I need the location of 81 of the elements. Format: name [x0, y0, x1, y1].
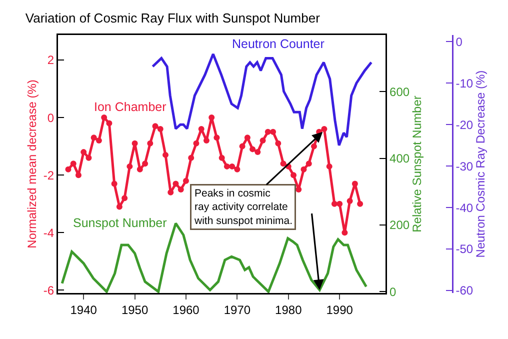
point: [290, 172, 297, 178]
point: [229, 163, 236, 170]
series-label: Ion Chamber: [94, 100, 166, 114]
x-tick-label: 1970: [224, 302, 251, 317]
y3-tick-label: -10: [456, 76, 474, 90]
x-tick-label: 1960: [172, 302, 200, 317]
point: [264, 128, 271, 135]
point: [336, 200, 343, 207]
y3-axis-title: Neutron Cosmic Ray Decrease (%): [473, 70, 488, 258]
point: [326, 163, 332, 170]
y-axis-title: Normalized mean decrease (%): [24, 80, 39, 248]
point: [172, 180, 179, 187]
point: [321, 126, 328, 132]
point: [96, 138, 102, 144]
point: [306, 160, 312, 167]
y-tick-label: -4: [43, 226, 54, 240]
y-tick-label: 0: [47, 110, 54, 125]
x-tick-label: 1990: [326, 302, 354, 317]
series-label: Neutron Counter: [232, 37, 324, 51]
y3-tick-label: -20: [456, 118, 474, 132]
point: [162, 152, 169, 158]
y2-tick-label: 600: [390, 84, 410, 99]
x-tick-label: 1940: [70, 302, 98, 317]
point: [203, 138, 210, 144]
y3-tick-label: -30: [456, 159, 474, 174]
point: [224, 163, 230, 170]
point: [152, 123, 158, 130]
point: [188, 154, 194, 161]
point: [90, 134, 97, 141]
point: [218, 154, 225, 161]
point: [342, 230, 348, 236]
y2-tick-label: 200: [390, 218, 410, 232]
x-tick-label: 1980: [275, 302, 302, 317]
x-tick-label: 1950: [121, 302, 148, 317]
y-tick-label: -2: [43, 168, 54, 182]
y-tick-label: -6: [43, 283, 54, 298]
point: [132, 140, 138, 146]
point: [352, 180, 358, 187]
y2-axis-title: Relative Sunspot Number: [410, 96, 424, 232]
point: [239, 143, 246, 150]
point: [214, 134, 220, 141]
point: [147, 140, 154, 146]
point: [182, 178, 189, 184]
y-tick-label: 2: [47, 53, 54, 68]
point: [106, 120, 112, 126]
point: [75, 172, 82, 178]
point: [178, 186, 184, 192]
point: [86, 154, 92, 161]
point: [122, 195, 128, 202]
point: [193, 140, 200, 146]
point: [116, 204, 122, 210]
point: [346, 198, 353, 204]
annotation: Peaks in cosmic ray activity correlate with sunspot minima.: [194, 188, 293, 227]
point: [270, 128, 276, 135]
point: [275, 140, 282, 146]
y3-tick-label: -40: [456, 200, 474, 215]
point: [65, 166, 72, 172]
point: [300, 166, 307, 172]
series-label: Sunspot Number: [73, 216, 167, 230]
point: [136, 166, 143, 172]
point: [250, 146, 256, 152]
point: [260, 138, 266, 144]
point: [310, 143, 317, 150]
point: [357, 200, 364, 207]
y3-tick-label: -50: [456, 242, 474, 256]
point: [244, 134, 250, 141]
point: [111, 180, 118, 187]
point: [234, 166, 240, 172]
point: [280, 160, 286, 167]
y2-tick-label: 400: [390, 152, 410, 166]
y2-tick-label: 0: [390, 284, 397, 299]
y3-tick-label: -60: [456, 284, 474, 298]
point: [331, 200, 338, 207]
point: [70, 160, 76, 167]
chart-title: Variation of Cosmic Ray Flux with Sunspot Number: [25, 10, 321, 26]
point: [157, 126, 164, 132]
point: [80, 149, 87, 156]
point: [126, 163, 133, 170]
point: [142, 160, 148, 167]
y3-tick-label: 0: [456, 34, 463, 49]
point: [254, 149, 261, 156]
